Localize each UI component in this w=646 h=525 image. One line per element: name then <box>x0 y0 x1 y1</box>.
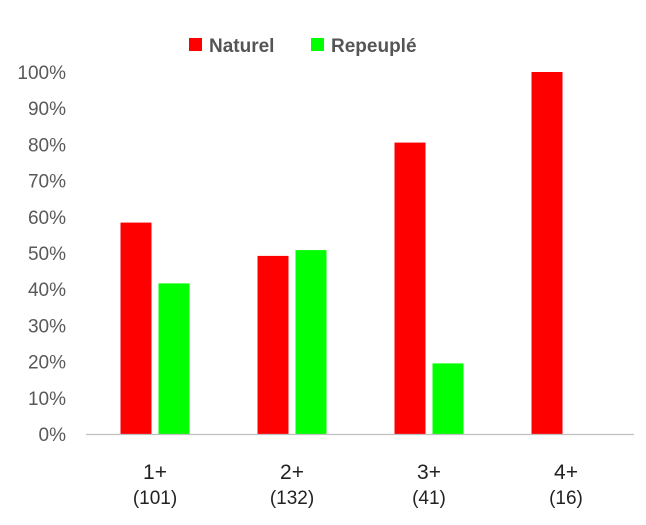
y-axis: 0% 10% 20% 30% 40% 50% 60% 70% 80% 90% 100% <box>17 63 66 446</box>
x-category-label: 3+ <box>417 461 441 484</box>
y-tick-label: 60% <box>28 208 66 229</box>
y-tick-label: 50% <box>28 244 66 265</box>
x-category-label: 2+ <box>280 461 304 484</box>
legend-swatch-0 <box>189 38 202 51</box>
y-tick-label: 0% <box>39 425 67 446</box>
y-tick-label: 40% <box>28 280 66 301</box>
legend-swatch-1 <box>311 38 324 51</box>
x-category-count: (132) <box>270 488 314 509</box>
x-category-label: 4+ <box>554 461 578 484</box>
bar-naturel-1 <box>257 255 289 434</box>
y-tick-label: 10% <box>28 389 66 410</box>
bars <box>120 72 563 434</box>
x-category-count: (16) <box>549 488 583 509</box>
bar-repeupl-0 <box>158 283 190 434</box>
legend: Naturel Repeuplé <box>189 36 417 57</box>
bar-naturel-0 <box>120 222 152 434</box>
bar-naturel-2 <box>394 142 426 434</box>
x-category-label: 1+ <box>143 461 167 484</box>
x-category-count: (101) <box>133 488 177 509</box>
y-tick-label: 90% <box>28 99 66 120</box>
bar-repeupl-2 <box>432 363 464 434</box>
y-tick-label: 30% <box>28 316 66 337</box>
y-tick-label: 70% <box>28 172 66 193</box>
legend-label: Repeuplé <box>331 36 417 57</box>
y-tick-label: 20% <box>28 353 66 374</box>
y-tick-label: 100% <box>17 63 66 84</box>
legend-label: Naturel <box>209 36 274 57</box>
bar-naturel-3 <box>531 72 563 434</box>
bar-repeupl-1 <box>295 250 327 434</box>
x-category-count: (41) <box>412 488 446 509</box>
y-tick-label: 80% <box>28 135 66 156</box>
x-axis: 1+ (101) 2+ (132) 3+ (41) 4+ (16) <box>133 461 583 509</box>
